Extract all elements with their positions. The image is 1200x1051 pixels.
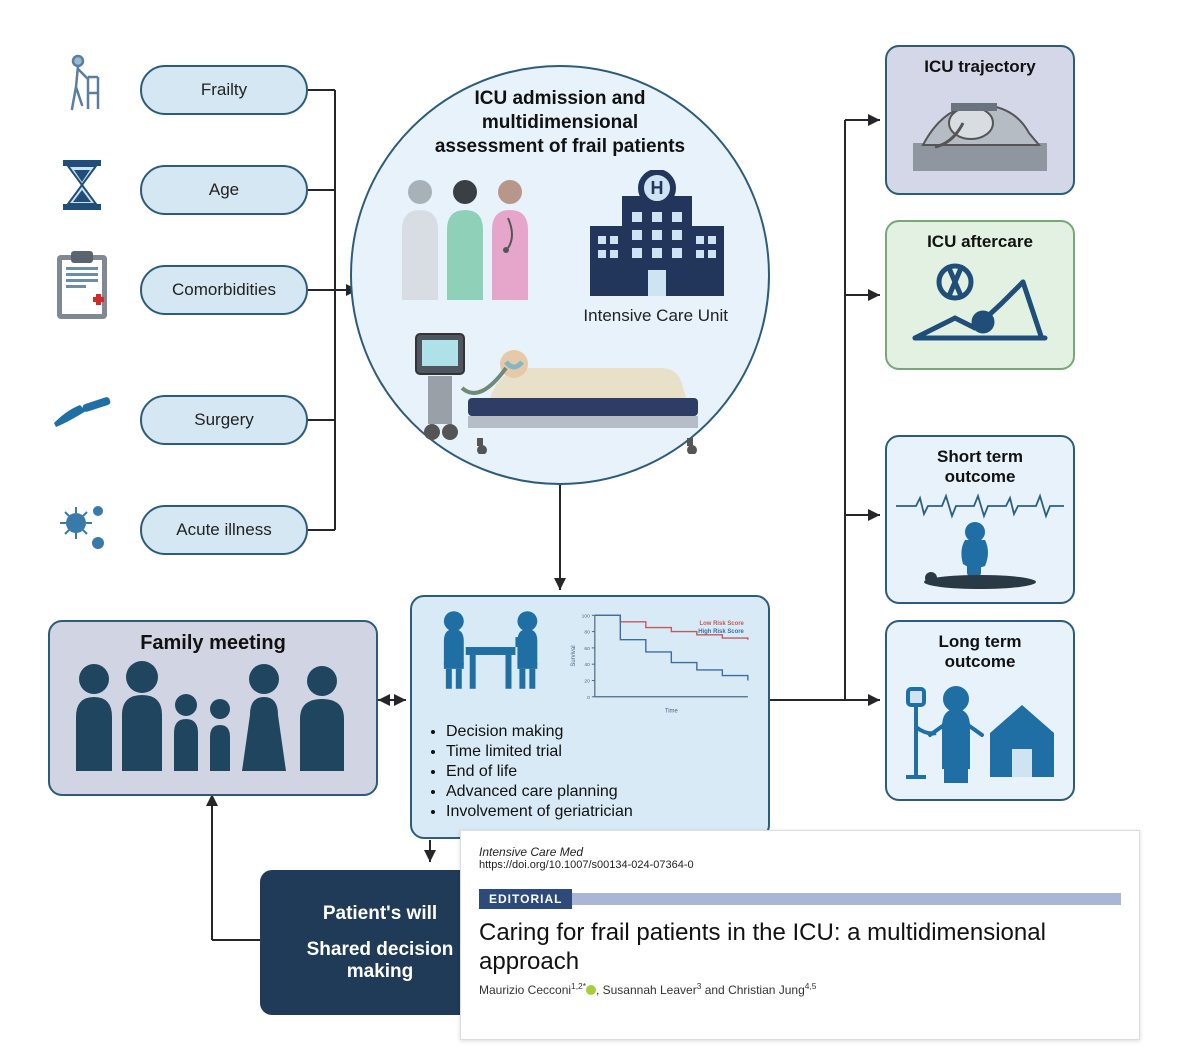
virus-icon bbox=[50, 495, 116, 561]
svg-text:100: 100 bbox=[582, 613, 591, 619]
scalpel-icon bbox=[48, 390, 118, 440]
center-title: ICU admission andmultidimensionalassessm… bbox=[380, 87, 740, 158]
outcome-box-aftercare: ICU aftercare bbox=[885, 220, 1075, 370]
family-icon bbox=[64, 655, 364, 775]
factor-label: Frailty bbox=[201, 80, 247, 100]
home-iv-icon bbox=[900, 677, 1060, 787]
factor-label: Acute illness bbox=[176, 520, 271, 540]
hospital-icon: H bbox=[582, 170, 732, 310]
family-title: Family meeting bbox=[64, 632, 362, 655]
paper-journal: Intensive Care Med bbox=[479, 845, 1121, 859]
meeting-table-icon bbox=[426, 607, 555, 693]
outcome-label: ICU aftercare bbox=[927, 232, 1033, 252]
svg-text:20: 20 bbox=[585, 678, 591, 684]
outcome-label: Short termoutcome bbox=[937, 447, 1023, 486]
svg-text:Low Risk Score: Low Risk Score bbox=[700, 621, 745, 627]
patient-mask-icon bbox=[905, 83, 1055, 178]
survival-chart: 0 20 40 60 80 100 Survival Time Low Risk Score Hi… bbox=[565, 607, 754, 717]
will-line2b: making bbox=[347, 961, 414, 983]
svg-text:40: 40 bbox=[585, 662, 591, 668]
icu-label: Intensive Care Unit bbox=[583, 306, 728, 326]
svg-text:Survival: Survival bbox=[571, 645, 577, 666]
paper-doi: https://doi.org/10.1007/s00134-024-07364… bbox=[479, 859, 1121, 871]
walker-icon bbox=[52, 50, 112, 120]
clinicians-icon bbox=[390, 170, 540, 310]
factor-pill-acute-illness: Acute illness bbox=[140, 505, 308, 555]
outcome-box-long-term: Long termoutcome bbox=[885, 620, 1075, 801]
family-meeting-box: Family meeting bbox=[48, 620, 378, 796]
decision-bullet: End of life bbox=[446, 763, 754, 781]
factor-label: Age bbox=[209, 180, 239, 200]
hourglass-icon bbox=[52, 155, 112, 215]
factor-pill-frailty: Frailty bbox=[140, 65, 308, 115]
outcome-label: ICU trajectory bbox=[924, 57, 1035, 77]
svg-text:Time: Time bbox=[665, 709, 679, 715]
paper-citation-overlay: Intensive Care Med https://doi.org/10.10… bbox=[460, 830, 1140, 1040]
outcome-box-short-term: Short termoutcome bbox=[885, 435, 1075, 604]
svg-text:0: 0 bbox=[587, 695, 590, 701]
editorial-line bbox=[572, 893, 1121, 905]
outcome-label: Long termoutcome bbox=[938, 632, 1021, 671]
decision-bullet: Involvement of geriatrician bbox=[446, 803, 754, 821]
decision-box: 0 20 40 60 80 100 Survival Time Low Risk Score Hi… bbox=[410, 595, 770, 839]
cpr-icon bbox=[915, 520, 1045, 590]
diagram-canvas: Frailty Age Comorbidities Surgery Acute … bbox=[0, 0, 1200, 1051]
svg-text:H: H bbox=[651, 178, 664, 198]
paper-title: Caring for frail patients in the ICU: a … bbox=[479, 919, 1121, 977]
svg-text:60: 60 bbox=[585, 646, 591, 652]
ecg-icon bbox=[896, 492, 1064, 520]
factor-pill-age: Age bbox=[140, 165, 308, 215]
clipboard-icon bbox=[50, 248, 114, 324]
outcome-box-trajectory: ICU trajectory bbox=[885, 45, 1075, 195]
paper-authors: Maurizio Cecconi1,2*, Susannah Leaver3 a… bbox=[479, 981, 1121, 997]
decision-bullet: Advanced care planning bbox=[446, 783, 754, 801]
editorial-tag: EDITORIAL bbox=[479, 889, 572, 909]
decision-bullets: Decision making Time limited trial End of … bbox=[426, 723, 754, 821]
decision-bullet: Decision making bbox=[446, 723, 754, 741]
factor-pill-comorbidities: Comorbidities bbox=[140, 265, 308, 315]
svg-text:80: 80 bbox=[585, 630, 591, 636]
ventilated-patient-icon bbox=[410, 324, 710, 454]
will-line2a: Shared decision bbox=[307, 939, 454, 961]
rehab-icon bbox=[905, 258, 1055, 353]
decision-bullet: Time limited trial bbox=[446, 743, 754, 761]
factor-label: Comorbidities bbox=[172, 280, 276, 300]
svg-text:High Risk Score: High Risk Score bbox=[698, 629, 744, 635]
factor-label: Surgery bbox=[194, 410, 254, 430]
will-line1: Patient's will bbox=[323, 903, 437, 925]
factor-pill-surgery: Surgery bbox=[140, 395, 308, 445]
center-circle: ICU admission andmultidimensionalassessm… bbox=[350, 65, 770, 485]
